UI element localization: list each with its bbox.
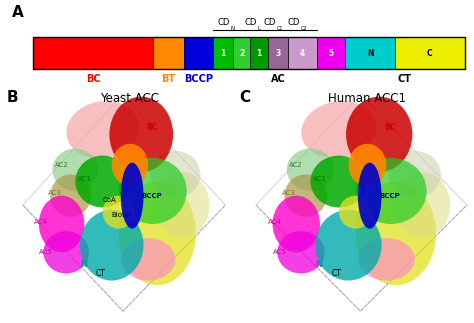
Text: N: N	[230, 26, 234, 31]
Text: A: A	[11, 5, 23, 20]
Text: BC: BC	[86, 74, 100, 84]
Text: 4: 4	[300, 49, 305, 58]
Ellipse shape	[389, 151, 441, 198]
Ellipse shape	[112, 144, 148, 186]
Text: BT: BT	[374, 160, 385, 166]
Bar	[184, 37, 213, 69]
Ellipse shape	[155, 172, 210, 238]
Ellipse shape	[287, 149, 334, 191]
Bar	[345, 37, 395, 69]
Text: BCCP: BCCP	[141, 193, 162, 199]
Text: AC2: AC2	[55, 162, 69, 168]
Ellipse shape	[109, 97, 173, 172]
Text: CoA: CoA	[102, 197, 116, 203]
Bar	[33, 37, 465, 69]
Text: N: N	[367, 49, 374, 58]
Text: CD: CD	[288, 18, 300, 27]
Text: BT: BT	[135, 160, 145, 166]
Ellipse shape	[358, 238, 415, 281]
Ellipse shape	[44, 231, 89, 274]
Ellipse shape	[346, 97, 412, 172]
Ellipse shape	[348, 144, 386, 186]
Text: AC1: AC1	[313, 176, 327, 182]
Text: L: L	[258, 26, 261, 31]
Ellipse shape	[315, 210, 382, 281]
Ellipse shape	[75, 156, 130, 207]
Text: Yeast ACC: Yeast ACC	[100, 92, 159, 105]
Text: CD: CD	[264, 18, 276, 27]
Text: AC5: AC5	[39, 249, 53, 255]
Ellipse shape	[50, 174, 91, 217]
Text: Biotin: Biotin	[112, 212, 132, 217]
Text: BT: BT	[162, 74, 176, 84]
Ellipse shape	[66, 101, 139, 158]
Text: AC4: AC4	[268, 219, 282, 224]
Text: Human ACC1: Human ACC1	[328, 92, 406, 105]
Text: CD: CD	[245, 18, 257, 27]
Text: CD: CD	[217, 18, 229, 27]
Ellipse shape	[310, 156, 367, 207]
Ellipse shape	[358, 163, 382, 229]
Text: AC: AC	[272, 74, 286, 84]
Text: 1: 1	[256, 49, 262, 58]
Ellipse shape	[80, 210, 144, 281]
Bar	[317, 37, 345, 69]
Text: CT: CT	[398, 74, 412, 84]
Ellipse shape	[356, 182, 436, 285]
Text: CT: CT	[96, 269, 106, 278]
Ellipse shape	[301, 101, 376, 158]
Ellipse shape	[284, 174, 327, 217]
Text: BCCP: BCCP	[379, 193, 400, 199]
Bar	[250, 37, 268, 69]
Ellipse shape	[150, 151, 201, 198]
Text: 3: 3	[275, 49, 281, 58]
Ellipse shape	[121, 238, 175, 281]
Text: C: C	[427, 49, 433, 58]
Ellipse shape	[53, 149, 98, 191]
Ellipse shape	[118, 158, 187, 224]
Bar	[288, 37, 317, 69]
Text: 5: 5	[328, 49, 333, 58]
Text: BC: BC	[146, 123, 157, 132]
Ellipse shape	[339, 196, 372, 229]
Text: AC1: AC1	[78, 176, 91, 182]
Text: 1: 1	[220, 49, 225, 58]
Bar	[268, 37, 288, 69]
Text: BCCP: BCCP	[184, 74, 213, 84]
Ellipse shape	[39, 196, 84, 252]
Text: AC3: AC3	[48, 190, 62, 196]
Text: B: B	[7, 89, 18, 105]
Text: N: N	[80, 260, 87, 268]
Text: AC2: AC2	[289, 162, 303, 168]
Bar	[153, 37, 184, 69]
Text: AC5: AC5	[273, 249, 286, 255]
Text: C1: C1	[277, 26, 283, 31]
Ellipse shape	[121, 163, 144, 229]
Bar	[213, 37, 233, 69]
Text: C: C	[239, 89, 250, 105]
Ellipse shape	[393, 172, 450, 238]
Text: CT: CT	[332, 269, 342, 278]
Ellipse shape	[356, 158, 427, 224]
Text: AC3: AC3	[282, 190, 296, 196]
Text: C2: C2	[301, 26, 308, 31]
Ellipse shape	[102, 196, 135, 229]
Text: 2: 2	[239, 49, 244, 58]
Bar	[233, 37, 250, 69]
Text: AC4: AC4	[34, 219, 48, 224]
Bar	[395, 37, 465, 69]
Ellipse shape	[118, 182, 196, 285]
Ellipse shape	[277, 231, 325, 274]
Text: N: N	[315, 260, 322, 268]
Bar	[33, 37, 153, 69]
Text: BC: BC	[384, 123, 395, 132]
Ellipse shape	[273, 196, 320, 252]
